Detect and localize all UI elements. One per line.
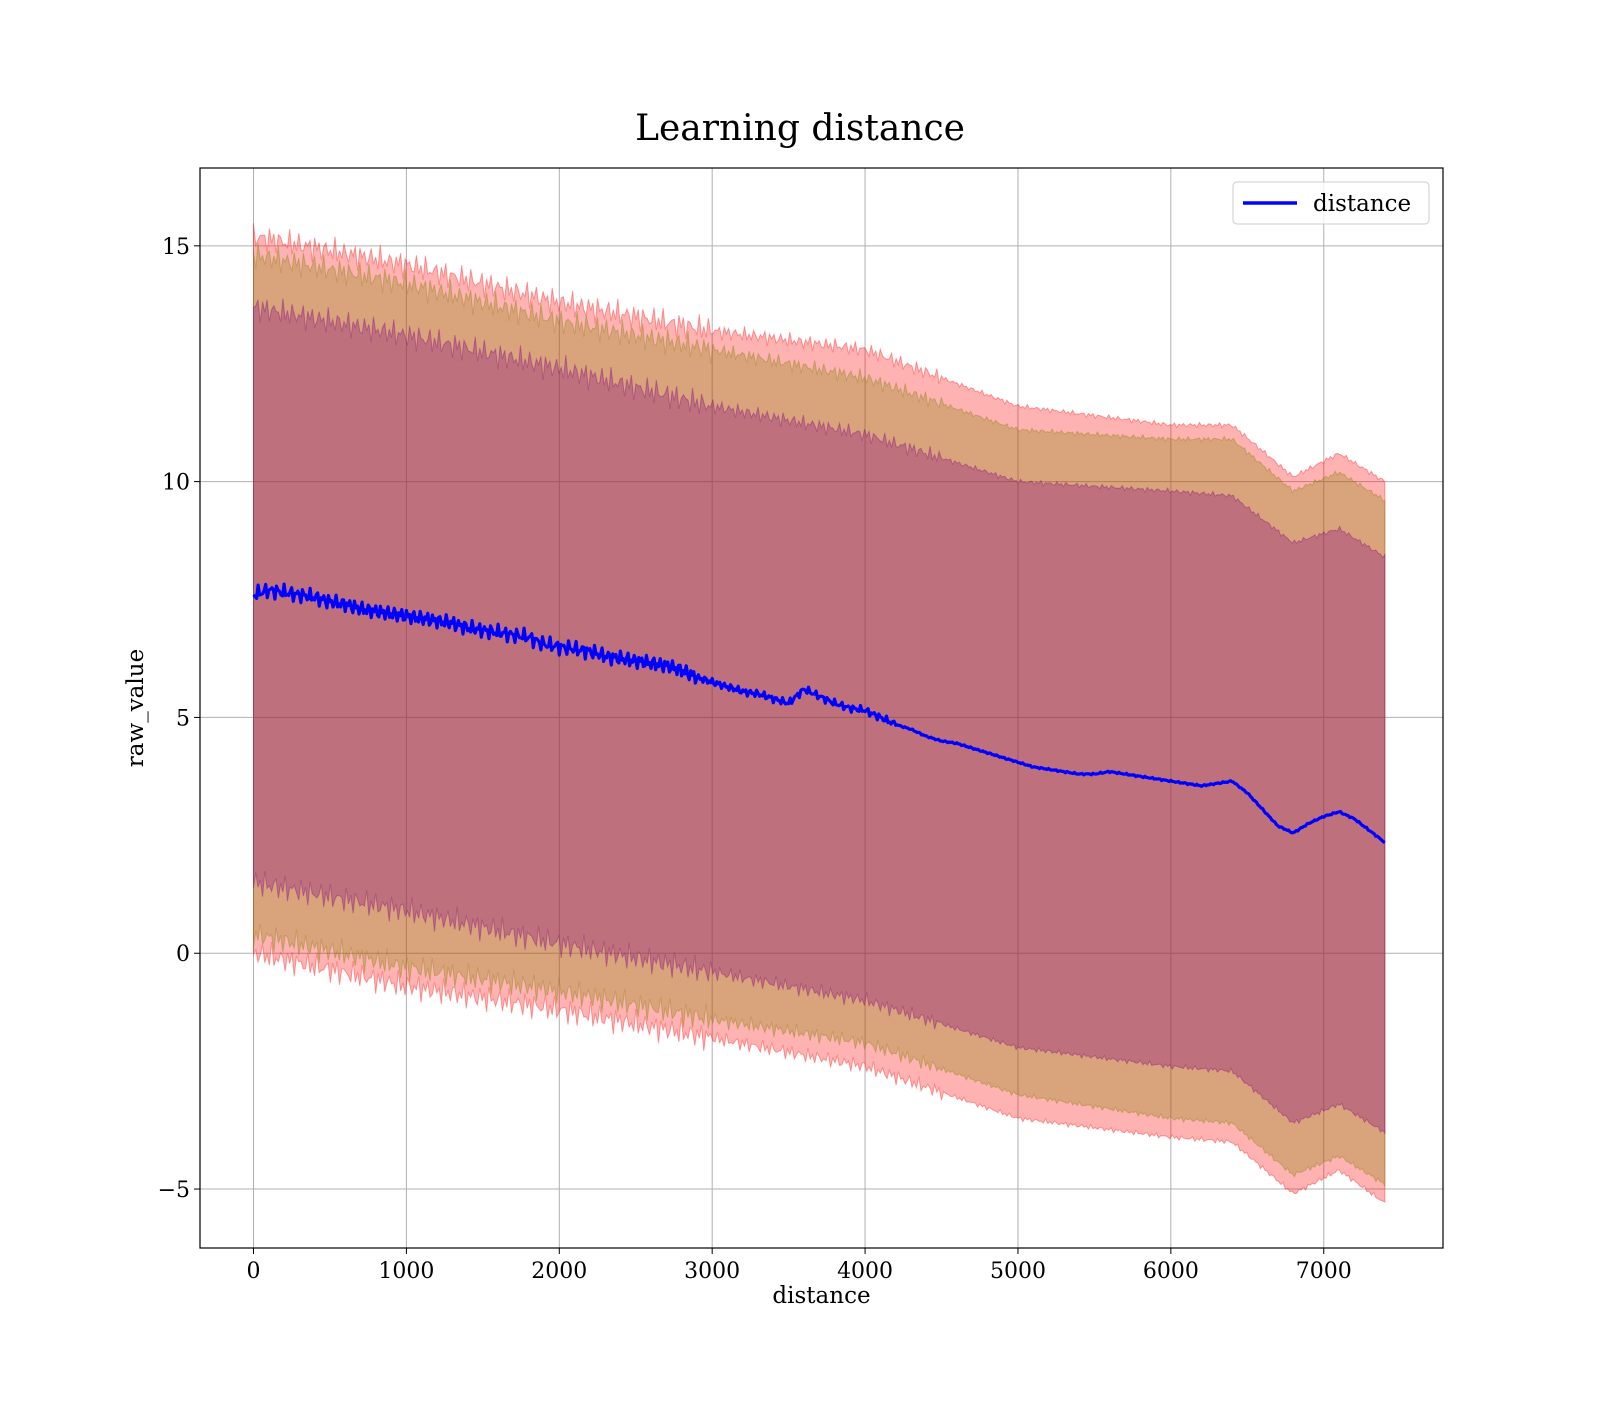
y-axis-label: raw_value [123,649,149,767]
x-tick-label: 4000 [837,1259,893,1284]
line-layer [252,582,1386,844]
y-tick-label: 15 [162,235,190,260]
x-axis-label: distance [772,1283,870,1309]
plot-frame [199,167,1444,1249]
tick-layer: 0 1000 2000 3000 4000 5000 6000 7000 −5 0 5 10 15 [158,235,1352,1284]
x-tick-label: 2000 [531,1259,587,1284]
legend: distance [1232,181,1430,225]
x-tick-label: 3000 [684,1259,740,1284]
series-line-distance [252,582,1386,844]
x-tick-label: 0 [247,1259,261,1284]
y-tick-label: −5 [158,1178,190,1203]
y-tick-label: 0 [176,942,190,967]
x-tick-label: 7000 [1296,1259,1352,1284]
legend-label-distance: distance [1313,191,1411,217]
y-tick-label: 5 [176,706,190,731]
y-tick-label: 10 [162,471,190,496]
legend-box [1232,181,1430,225]
x-tick-label: 6000 [1143,1259,1199,1284]
chart-title: Learning distance [635,108,965,149]
confidence-band-3 [253,298,1386,1135]
x-tick-label: 1000 [378,1259,434,1284]
x-tick-label: 5000 [990,1259,1046,1284]
confidence-band-1 [253,223,1386,1203]
grid-layer [200,168,1443,1248]
band-layer [253,223,1386,1203]
confidence-band-2 [253,242,1386,1188]
